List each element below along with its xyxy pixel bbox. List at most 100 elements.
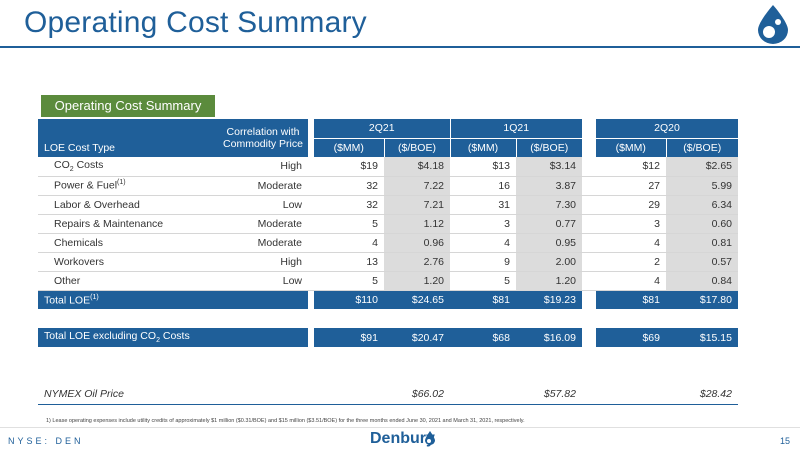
header-period-2q20: 2Q20	[596, 119, 738, 139]
nymex-value: $57.82	[450, 385, 582, 405]
total-label: Total LOE(1)	[38, 290, 218, 309]
cell-value: 5	[314, 214, 384, 234]
row-cost-type: Chemicals	[38, 233, 218, 253]
nymex-value: $66.02	[314, 385, 450, 405]
total-empty	[218, 290, 308, 309]
header-unit-boe: ($/BOE)	[383, 138, 450, 157]
cell-value: $20.47	[384, 328, 450, 347]
cell-value: $68	[450, 328, 516, 347]
denbury-drop-logo-icon	[758, 5, 788, 44]
cell-value: 5	[450, 271, 516, 291]
cell-value: 29	[596, 195, 666, 215]
nymex-label: NYMEX Oil Price	[38, 385, 218, 405]
header-unit-mm: ($MM)	[615, 141, 646, 154]
cell-value: 32	[314, 176, 384, 196]
total-empty	[218, 328, 308, 347]
cell-value: $3.14	[516, 157, 582, 177]
cell-value: $19.23	[516, 290, 582, 309]
row-cost-type: Power & Fuel(1)	[38, 176, 218, 196]
cell-value: 3.87	[516, 176, 582, 196]
row-correlation: High	[218, 252, 308, 272]
cell-value: $81	[596, 290, 666, 309]
cell-value: 5	[314, 271, 384, 291]
row-correlation: Low	[218, 271, 308, 291]
cell-value: $91	[314, 328, 384, 347]
cell-value: 32	[314, 195, 384, 215]
table-row: Repairs & Maintenance Moderate 5 1.12 3 0.77 3…	[38, 214, 738, 234]
header-period-1q21: 1Q21	[449, 119, 582, 139]
header-unit-boe: ($/BOE)	[515, 138, 582, 157]
cell-value: 3	[596, 214, 666, 234]
total-loe-excl-co2-row: Total LOE excluding CO2 Costs $91 $20.47 $6…	[38, 328, 738, 347]
header-unit-boe: ($/BOE)	[665, 138, 738, 157]
brand-wordmark: Denbury	[370, 430, 435, 447]
cell-value: 2.00	[516, 252, 582, 272]
cell-value: 5.99	[666, 176, 738, 196]
brand-drop-icon	[425, 431, 435, 445]
total-loe-row: Total LOE(1) $110 $24.65 $81 $19.23 $81 $17.80	[38, 290, 738, 309]
table-row: Labor & Overhead Low 32 7.21 31 7.30 29 6.34	[38, 195, 738, 215]
table-row: CO2 Costs High $19 $4.18 $13 $3.14 $12 $2.65	[38, 157, 738, 177]
table-row: Workovers High 13 2.76 9 2.00 2 0.57	[38, 252, 738, 272]
nymex-empty	[218, 385, 308, 405]
cell-value: 16	[450, 176, 516, 196]
table-row: Power & Fuel(1) Moderate 32 7.22 16 3.87 27 5.9…	[38, 176, 738, 196]
cell-value: $2.65	[666, 157, 738, 177]
cell-value: 0.57	[666, 252, 738, 272]
footnote: 1) Lease operating expenses include util…	[46, 418, 525, 424]
cell-value: 6.34	[666, 195, 738, 215]
row-correlation: High	[218, 157, 308, 177]
cell-value: 0.84	[666, 271, 738, 291]
page-number: 15	[779, 436, 790, 446]
cell-value: 4	[596, 233, 666, 253]
header-loe-cost-type: LOE Cost Type	[44, 142, 116, 154]
cell-value: 0.96	[384, 233, 450, 253]
cell-value: 4	[450, 233, 516, 253]
header-row-periods: LOE Cost Type Correlation with Commodity…	[38, 119, 738, 157]
cell-value: 1.20	[384, 271, 450, 291]
cell-value: 27	[596, 176, 666, 196]
row-cost-type: Repairs & Maintenance	[38, 214, 218, 234]
cell-value: $15.15	[666, 328, 738, 347]
cell-value: $24.65	[384, 290, 450, 309]
row-correlation: Moderate	[218, 214, 308, 234]
row-correlation: Low	[218, 195, 308, 215]
nymex-oil-price-row: NYMEX Oil Price $66.02 $57.82 $28.42	[38, 385, 738, 405]
cell-value: 2	[596, 252, 666, 272]
cell-value: $19	[314, 157, 384, 177]
title-divider	[0, 46, 800, 48]
page-title: Operating Cost Summary	[24, 6, 367, 39]
section-tab: Operating Cost Summary	[41, 95, 215, 117]
cell-value: $69	[596, 328, 666, 347]
row-cost-type: Other	[38, 271, 218, 291]
cell-value: 7.30	[516, 195, 582, 215]
cell-value: 2.76	[384, 252, 450, 272]
row-cost-type: Workovers	[38, 252, 218, 272]
row-cost-type: Labor & Overhead	[38, 195, 218, 215]
cell-value: 7.21	[384, 195, 450, 215]
row-correlation: Moderate	[218, 233, 308, 253]
cell-value: $13	[450, 157, 516, 177]
cell-value: $81	[450, 290, 516, 309]
cell-value: $17.80	[666, 290, 738, 309]
cell-value: 0.60	[666, 214, 738, 234]
cell-value: 4	[596, 271, 666, 291]
operating-cost-table: LOE Cost Type Correlation with Commodity…	[38, 119, 738, 405]
cell-value: 31	[450, 195, 516, 215]
cell-value: 3	[450, 214, 516, 234]
nymex-value: $28.42	[596, 385, 738, 405]
header-unit-mm: ($MM)	[333, 141, 364, 154]
cell-value: 0.81	[666, 233, 738, 253]
ticker-label: NYSE: DEN	[8, 436, 84, 446]
table-row: Other Low 5 1.20 5 1.20 4 0.84	[38, 271, 738, 291]
cell-value: 7.22	[384, 176, 450, 196]
row-cost-type: CO2 Costs	[38, 157, 218, 177]
cell-value: 1.12	[384, 214, 450, 234]
footer	[0, 427, 800, 451]
cell-value: 13	[314, 252, 384, 272]
header-unit-mm: ($MM)	[449, 138, 516, 157]
table-row: Chemicals Moderate 4 0.96 4 0.95 4 0.81	[38, 233, 738, 253]
cell-value: 9	[450, 252, 516, 272]
header-correlation: Correlation with Commodity Price	[223, 126, 303, 150]
cell-value: $110	[314, 290, 384, 309]
